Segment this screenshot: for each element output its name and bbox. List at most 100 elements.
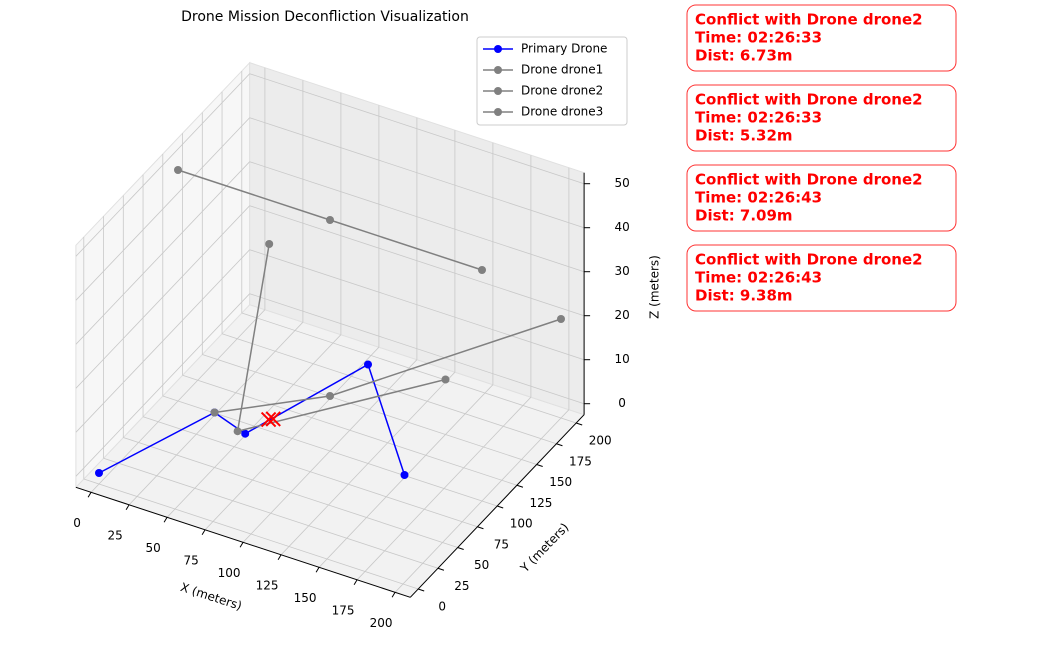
tick-mark bbox=[477, 526, 484, 530]
grid-line bbox=[162, 395, 498, 507]
annotation-text: Time: 02:26:43 bbox=[695, 189, 822, 207]
annotation-text: Dist: 6.73m bbox=[695, 47, 793, 65]
legend-marker bbox=[494, 66, 502, 74]
y-tick-label: 200 bbox=[589, 434, 612, 448]
waypoint bbox=[364, 360, 372, 369]
z-tick-label: 40 bbox=[614, 220, 629, 234]
waypoint bbox=[241, 429, 250, 438]
tick-mark bbox=[437, 567, 445, 571]
tick-mark bbox=[497, 505, 504, 509]
waypoint bbox=[326, 216, 334, 224]
annotation-text: Time: 02:26:33 bbox=[695, 29, 822, 47]
grid-line bbox=[142, 416, 478, 528]
z-tick-label: 20 bbox=[614, 308, 629, 322]
tick-mark bbox=[239, 542, 244, 548]
legend-marker bbox=[494, 87, 502, 95]
annotation-text: Conflict with Drone drone2 bbox=[695, 171, 923, 189]
tick-mark bbox=[125, 504, 130, 511]
y-tick-label: 75 bbox=[494, 537, 509, 551]
annotation-box bbox=[686, 164, 957, 232]
x-tick-label: 0 bbox=[73, 516, 81, 530]
y-tick-label: 0 bbox=[438, 600, 446, 614]
grid-line bbox=[249, 205, 585, 317]
x-tick-label: 75 bbox=[183, 553, 198, 567]
legend-label: Primary Drone bbox=[521, 42, 607, 56]
waypoint bbox=[400, 471, 409, 479]
annotation-text: Dist: 9.38m bbox=[695, 287, 793, 305]
x-axis-label: X (meters) bbox=[179, 580, 244, 613]
tick-mark bbox=[163, 517, 168, 523]
grid-line bbox=[75, 249, 250, 433]
grid-line bbox=[182, 374, 518, 486]
z-tick-label: 10 bbox=[614, 352, 629, 366]
grid-line bbox=[103, 457, 439, 569]
grid-line bbox=[75, 293, 250, 477]
tick-mark bbox=[277, 554, 282, 561]
tick-mark bbox=[516, 484, 524, 488]
grid-line bbox=[75, 205, 250, 389]
x-tick-label: 150 bbox=[294, 591, 317, 605]
annotation-text: Conflict with Drone drone2 bbox=[695, 251, 923, 269]
grid-line bbox=[202, 354, 537, 465]
y-axis-line bbox=[409, 414, 585, 598]
legend-label: Drone drone2 bbox=[521, 84, 603, 98]
annotation-box bbox=[686, 84, 957, 152]
annotation-text: Conflict with Drone drone2 bbox=[695, 11, 923, 29]
tick-mark bbox=[457, 547, 464, 550]
grid-line bbox=[75, 161, 250, 345]
chart-title: Drone Mission Deconfliction Visualizatio… bbox=[181, 9, 469, 25]
z-axis-label: Z (meters) bbox=[648, 255, 662, 319]
grid-line bbox=[249, 249, 585, 361]
y-tick-label: 175 bbox=[569, 454, 592, 468]
z-tick-label: 0 bbox=[618, 396, 626, 410]
waypoint bbox=[478, 266, 486, 274]
tick-mark bbox=[418, 588, 425, 592]
waypoint bbox=[174, 166, 182, 174]
grid-line bbox=[249, 117, 585, 229]
tick-mark bbox=[201, 529, 206, 536]
tick-mark bbox=[391, 592, 396, 598]
waypoint bbox=[326, 392, 334, 400]
grid-line bbox=[241, 312, 577, 424]
x-tick-label: 25 bbox=[107, 528, 122, 542]
legend-label: Drone drone3 bbox=[521, 105, 603, 119]
axes-3d bbox=[74, 61, 591, 598]
annotation-text: Dist: 7.09m bbox=[695, 207, 793, 225]
y-tick-label: 150 bbox=[549, 475, 572, 489]
x-axis-line bbox=[75, 486, 411, 598]
x-tick-label: 175 bbox=[332, 603, 355, 617]
y-tick-label: 100 bbox=[510, 517, 533, 531]
waypoint bbox=[95, 469, 103, 477]
grid-line bbox=[249, 73, 585, 185]
annotation-text: Conflict with Drone drone2 bbox=[695, 91, 923, 109]
x-tick-label: 50 bbox=[145, 541, 160, 555]
grid-line bbox=[249, 293, 585, 405]
legend-marker bbox=[494, 45, 502, 53]
grid-line bbox=[75, 117, 250, 301]
z-tick-label: 30 bbox=[614, 264, 629, 278]
annotation-box bbox=[686, 4, 957, 72]
waypoint bbox=[210, 408, 219, 417]
legend-marker bbox=[494, 108, 502, 116]
annotation-text: Time: 02:26:43 bbox=[695, 269, 822, 287]
grid-line bbox=[249, 161, 585, 273]
tick-mark bbox=[353, 579, 358, 586]
z-tick-label: 50 bbox=[614, 176, 629, 190]
waypoint bbox=[233, 427, 242, 436]
annotation-box bbox=[686, 244, 957, 312]
grid-line bbox=[75, 73, 250, 257]
annotation-text: Dist: 5.32m bbox=[695, 127, 793, 145]
x-tick-label: 125 bbox=[256, 578, 279, 592]
grid-line bbox=[83, 478, 419, 590]
tick-mark bbox=[556, 443, 563, 447]
grid-line bbox=[123, 437, 458, 548]
tick-mark bbox=[87, 492, 92, 498]
y-tick-label: 25 bbox=[454, 579, 469, 593]
tick-mark bbox=[536, 464, 543, 467]
waypoint bbox=[265, 240, 274, 248]
legend: Primary Drone Drone drone1 Drone drone2 Dro… bbox=[476, 36, 628, 126]
waypoint bbox=[441, 375, 450, 384]
tick-mark bbox=[315, 567, 320, 573]
y-tick-label: 50 bbox=[474, 558, 489, 572]
legend-box bbox=[476, 36, 628, 126]
